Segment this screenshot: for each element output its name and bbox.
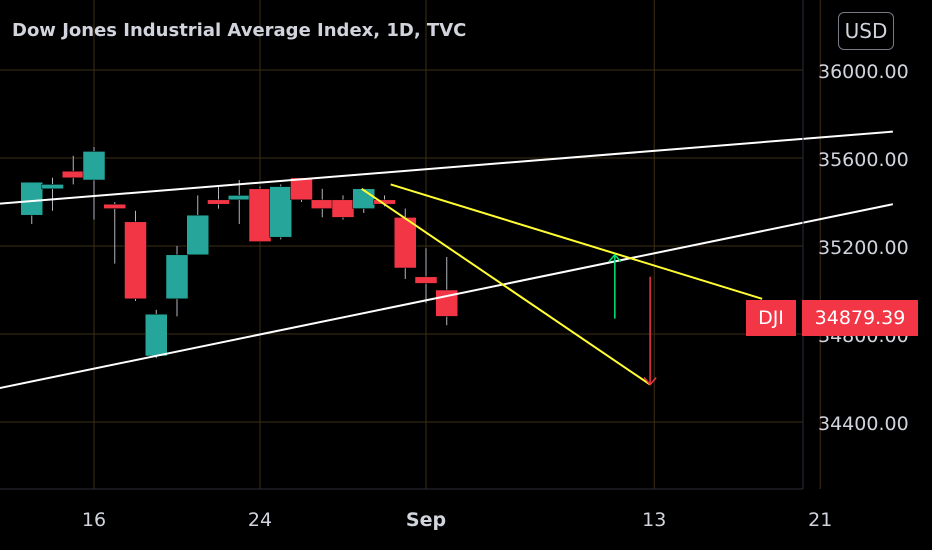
currency-button[interactable]: USD — [838, 12, 894, 50]
target-arrow-0[interactable] — [608, 253, 622, 319]
candle-18 — [394, 208, 417, 279]
candle-15 — [331, 195, 355, 220]
candle-body-18 — [394, 217, 417, 269]
candle-9 — [207, 186, 230, 209]
target-arrow-1[interactable] — [643, 276, 657, 386]
candle-body-12 — [269, 186, 292, 238]
arrow-head-1 — [643, 377, 657, 386]
candle-2 — [62, 155, 85, 185]
candle-body-13 — [290, 177, 313, 201]
candle-body-9 — [207, 199, 230, 205]
x-tick-label-1: 24 — [248, 509, 272, 531]
trendlines — [0, 130, 894, 393]
candle-6 — [145, 309, 168, 359]
candle-16 — [352, 188, 375, 213]
trendline-0[interactable] — [0, 130, 893, 207]
target-arrows — [608, 253, 657, 386]
candle-body-4 — [103, 203, 126, 209]
candle-11 — [248, 186, 272, 242]
candle-body-16 — [352, 188, 375, 209]
x-tick-label-4: 21 — [808, 509, 832, 531]
candle-14 — [311, 188, 334, 218]
candle-5 — [124, 210, 147, 301]
candle-body-5 — [124, 221, 147, 300]
y-tick-label-2: 35200.00 — [818, 237, 909, 259]
time-axis[interactable]: 16 24 Sep 13 21 — [82, 509, 832, 531]
trendline-2[interactable] — [390, 183, 763, 300]
y-tick-label-4: 34400.00 — [818, 413, 909, 435]
trendline-1[interactable] — [0, 203, 894, 393]
candle-7 — [165, 246, 189, 317]
candle-body-14 — [311, 199, 334, 209]
candle-3 — [82, 147, 106, 220]
y-tick-label-0: 36000.00 — [818, 61, 909, 83]
candle-body-2 — [62, 170, 85, 179]
candle-8 — [186, 195, 209, 256]
candle-body-15 — [331, 199, 355, 218]
arrow-head-0 — [608, 253, 622, 263]
candle-body-19 — [414, 276, 438, 284]
candle-body-10 — [228, 195, 251, 201]
symbol-badge: DJI — [746, 300, 796, 336]
candle-10 — [228, 180, 251, 224]
candle-body-7 — [165, 254, 189, 300]
candle-0 — [20, 181, 43, 224]
candle-13 — [290, 177, 313, 202]
candlesticks — [20, 147, 458, 359]
candle-20 — [435, 257, 458, 326]
x-tick-label-3: 13 — [642, 509, 666, 531]
candle-body-8 — [186, 214, 209, 256]
chart-title: Dow Jones Industrial Average Index, 1D, … — [12, 20, 467, 41]
x-tick-label-0: 16 — [82, 509, 106, 531]
trendline-3[interactable] — [361, 187, 651, 386]
candle-body-3 — [82, 151, 106, 181]
x-tick-label-2: Sep — [406, 509, 446, 531]
candle-body-6 — [145, 313, 168, 357]
y-tick-label-1: 35600.00 — [818, 149, 909, 171]
candle-12 — [269, 184, 292, 240]
candle-body-1 — [41, 184, 64, 190]
candle-19 — [414, 248, 438, 304]
candle-1 — [41, 177, 64, 211]
candle-4 — [103, 202, 126, 264]
candle-body-11 — [248, 188, 272, 242]
candle-body-0 — [20, 181, 43, 216]
last-price-badge: 34879.39 — [802, 300, 918, 336]
